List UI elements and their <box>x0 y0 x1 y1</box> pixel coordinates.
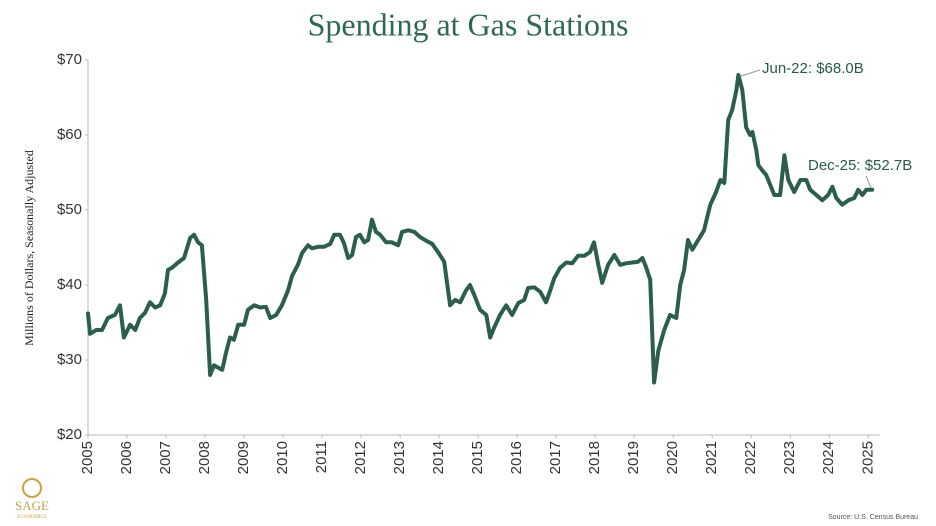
annotation-leader <box>865 175 872 189</box>
source: Source: U.S. Census Bureau <box>828 514 918 521</box>
chart-title: Spending at Gas Stations <box>308 6 629 42</box>
x-tick-label: 2011 <box>313 441 330 473</box>
x-tick-label: 2006 <box>118 441 135 474</box>
x-tick-label: 2007 <box>157 441 174 474</box>
x-tick-label: 2023 <box>781 441 798 474</box>
x-tick-label: 2019 <box>625 441 642 474</box>
x-tick-label: 2009 <box>235 441 252 474</box>
x-tick-label: 2013 <box>391 441 408 474</box>
x-tick-label: 2021 <box>703 441 720 474</box>
x-tick-label: 2020 <box>664 441 681 474</box>
y-tick-label: $40 <box>57 276 82 293</box>
x-tick-label: 2015 <box>469 441 486 474</box>
x-tick-label: 2005 <box>79 441 96 474</box>
annotation-leader <box>740 69 761 77</box>
x-tick-label: 2016 <box>508 441 525 474</box>
x-tick-label: 2018 <box>586 441 603 474</box>
x-tick-label: 2014 <box>430 441 447 474</box>
y-tick-label: $20 <box>57 426 82 443</box>
data-line <box>86 73 875 385</box>
logo-text: SAGE <box>15 498 49 513</box>
x-tick-label: 2010 <box>274 441 291 474</box>
y-tick-label: $60 <box>57 126 82 143</box>
x-tick-label: 2017 <box>547 441 564 474</box>
y-tick-label: $70 <box>57 51 82 68</box>
y-axis-label: Millions of Dollars, Seasonally Adjusted <box>22 150 36 346</box>
logo-subtext: ECONOMICS <box>17 515 47 520</box>
x-tick-label: 2012 <box>352 441 369 474</box>
annotation: Dec-25: $52.7B <box>808 157 912 174</box>
x-tick-label: 2024 <box>820 441 837 474</box>
x-tick-label: 2025 <box>859 441 876 474</box>
y-tick-label: $50 <box>57 201 82 218</box>
logo-icon <box>22 478 42 498</box>
y-tick-label: $30 <box>57 351 82 368</box>
x-tick-label: 2022 <box>742 441 759 474</box>
annotation: Jun-22: $68.0B <box>762 60 864 77</box>
x-tick-label: 2008 <box>196 441 213 474</box>
